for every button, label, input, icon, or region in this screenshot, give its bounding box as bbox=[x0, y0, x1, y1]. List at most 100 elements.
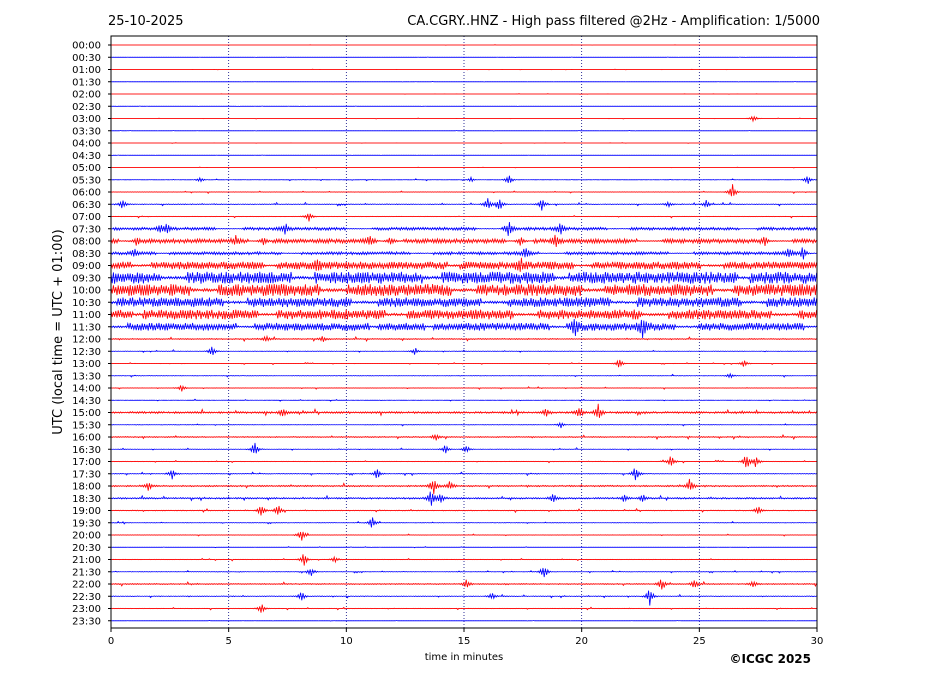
x-tick-label: 20 bbox=[575, 636, 588, 647]
y-tick-label: 06:30 bbox=[72, 200, 101, 211]
y-tick-label: 21:00 bbox=[72, 555, 101, 566]
trace-line bbox=[111, 68, 817, 71]
y-axis-label: UTC (local time = UTC + 01:00) bbox=[51, 229, 66, 434]
x-tick-labels: 0 5 10 15 20 25 30 bbox=[108, 628, 824, 647]
trace-line bbox=[110, 421, 817, 429]
trace-line bbox=[110, 554, 817, 566]
trace-line bbox=[110, 297, 817, 308]
x-tick-label: 10 bbox=[340, 636, 353, 647]
trace-line bbox=[110, 257, 817, 272]
trace-line bbox=[110, 318, 817, 339]
trace-line bbox=[111, 44, 817, 46]
trace-line bbox=[110, 403, 817, 418]
y-tick-label: 03:30 bbox=[72, 126, 101, 137]
trace-line bbox=[110, 309, 817, 320]
trace-line bbox=[110, 567, 817, 578]
y-tick-label: 13:30 bbox=[72, 371, 101, 382]
y-tick-label: 07:00 bbox=[72, 212, 101, 223]
y-tick-label: 12:00 bbox=[72, 335, 101, 346]
y-tick-label: 15:30 bbox=[72, 420, 101, 431]
y-tick-label: 16:00 bbox=[72, 433, 101, 444]
y-tick-label: 07:30 bbox=[72, 224, 101, 235]
x-axis-label: time in minutes bbox=[425, 652, 504, 663]
trace-line bbox=[110, 442, 817, 454]
plot-frame bbox=[110, 35, 818, 629]
y-tick-label: 18:00 bbox=[72, 482, 101, 493]
vertical-gridlines bbox=[228, 36, 700, 628]
y-tick-label: 06:00 bbox=[72, 188, 101, 199]
y-tick-label: 00:00 bbox=[72, 41, 101, 52]
x-tick-label: 0 bbox=[108, 636, 114, 647]
trace-line bbox=[110, 359, 817, 368]
chart-title: CA.CGRY..HNZ - High pass filtered @2Hz -… bbox=[407, 14, 820, 29]
trace-line bbox=[110, 129, 817, 132]
trace-line bbox=[110, 398, 817, 402]
trace-line bbox=[110, 619, 817, 622]
y-tick-label: 22:00 bbox=[72, 580, 101, 591]
copyright-label: ©ICGC 2025 bbox=[729, 652, 811, 666]
y-tick-label: 19:30 bbox=[72, 518, 101, 529]
trace-line bbox=[110, 505, 817, 516]
y-tick-label: 05:30 bbox=[72, 175, 101, 186]
trace-line bbox=[110, 468, 817, 481]
trace-line bbox=[110, 456, 817, 468]
y-tick-label: 08:00 bbox=[72, 237, 101, 248]
y-tick-label: 01:00 bbox=[72, 65, 101, 76]
trace-line bbox=[110, 283, 817, 297]
trace-line bbox=[110, 80, 817, 83]
trace-line bbox=[110, 142, 817, 144]
y-tick-label: 14:00 bbox=[72, 384, 101, 395]
trace-line bbox=[110, 271, 817, 284]
y-tick-label: 02:00 bbox=[72, 90, 101, 101]
trace-line bbox=[110, 590, 817, 606]
x-tick-label: 5 bbox=[225, 636, 231, 647]
y-tick-label: 04:30 bbox=[72, 151, 101, 162]
y-tick-label: 13:00 bbox=[72, 359, 101, 370]
y-tick-label: 09:00 bbox=[72, 261, 101, 272]
trace-line bbox=[110, 234, 817, 248]
date-label: 25-10-2025 bbox=[108, 14, 184, 29]
trace-line bbox=[110, 385, 817, 392]
y-tick-label: 20:00 bbox=[72, 531, 101, 542]
y-tick-label: 20:30 bbox=[72, 543, 101, 554]
trace-line bbox=[110, 154, 817, 156]
y-tick-label: 02:30 bbox=[72, 102, 101, 113]
trace-line bbox=[110, 346, 817, 355]
trace-line bbox=[110, 546, 817, 549]
y-tick-label: 03:00 bbox=[72, 114, 101, 125]
y-tick-label: 22:30 bbox=[72, 592, 101, 603]
trace-line bbox=[110, 604, 817, 613]
y-tick-label: 01:30 bbox=[72, 77, 101, 88]
y-tick-label: 14:30 bbox=[72, 396, 101, 407]
y-tick-label: 16:30 bbox=[72, 445, 101, 456]
trace-line bbox=[110, 175, 817, 184]
trace-line bbox=[110, 478, 817, 495]
y-tick-label: 05:00 bbox=[72, 163, 101, 174]
y-tick-label: 23:00 bbox=[72, 604, 101, 615]
y-tick-label: 00:30 bbox=[72, 53, 101, 64]
y-tick-label: 09:30 bbox=[72, 273, 101, 284]
trace-line bbox=[110, 105, 817, 107]
trace-line bbox=[110, 491, 817, 506]
trace-line bbox=[110, 198, 817, 211]
trace-line bbox=[110, 372, 817, 379]
trace-line bbox=[111, 115, 817, 123]
y-tick-label: 10:00 bbox=[72, 286, 101, 297]
y-tick-label: 12:30 bbox=[72, 347, 101, 358]
trace-line bbox=[111, 93, 817, 95]
seismic-traces bbox=[110, 44, 817, 622]
trace-line bbox=[110, 56, 817, 59]
y-tick-label: 08:30 bbox=[72, 249, 101, 260]
y-tick-label: 04:00 bbox=[72, 139, 101, 150]
trace-line bbox=[110, 531, 817, 541]
trace-line bbox=[110, 213, 817, 222]
y-tick-label: 17:30 bbox=[72, 469, 101, 480]
trace-line bbox=[111, 166, 817, 169]
y-tick-label: 10:30 bbox=[72, 298, 101, 309]
x-tick-label: 30 bbox=[811, 636, 824, 647]
y-tick-label: 11:30 bbox=[72, 322, 101, 333]
trace-line bbox=[110, 247, 817, 260]
trace-line bbox=[110, 334, 817, 343]
